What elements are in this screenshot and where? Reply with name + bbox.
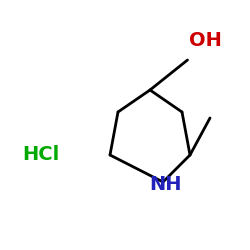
Text: HCl: HCl: [22, 146, 60, 165]
Text: NH: NH: [149, 175, 182, 194]
Text: OH: OH: [188, 30, 222, 50]
